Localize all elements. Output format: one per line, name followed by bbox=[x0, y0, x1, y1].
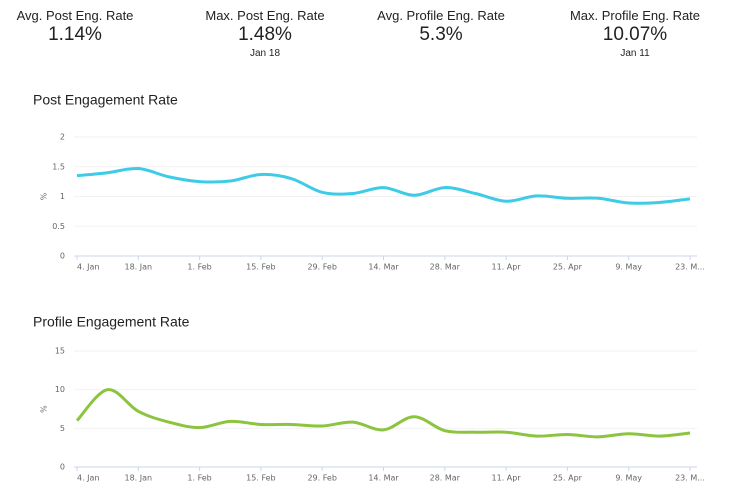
x-tick-label: 9. May bbox=[615, 263, 642, 272]
x-tick-label: 14. Mar bbox=[368, 474, 399, 483]
stat-date: Jan 18 bbox=[249, 48, 281, 59]
stat-card: Avg. Profile Eng. Rate 5.3% bbox=[356, 8, 526, 46]
x-tick-label: 4. Jan bbox=[77, 263, 100, 272]
data-line bbox=[76, 166, 691, 205]
stat-date: Jan 11 bbox=[620, 48, 650, 59]
stat-value: 10.07% bbox=[602, 24, 668, 45]
stat-label: Avg. Profile Eng. Rate bbox=[377, 8, 505, 23]
x-tick-label: 23. M... bbox=[675, 474, 705, 483]
y-tick-label: 1.5 bbox=[52, 162, 65, 171]
y-tick-label: 0.5 bbox=[52, 222, 65, 231]
y-axis-label: % bbox=[40, 405, 49, 413]
x-tick-label: 9. May bbox=[615, 474, 642, 483]
stat-value: 5.3% bbox=[419, 24, 463, 45]
x-tick-label: 14. Mar bbox=[368, 263, 399, 272]
stat-card: Max. Post Eng. Rate 1.48% Jan 18 bbox=[180, 8, 350, 59]
x-tick-label: 29. Feb bbox=[307, 263, 336, 272]
y-tick-label: 0 bbox=[60, 252, 65, 261]
x-tick-label: 29. Feb bbox=[307, 474, 336, 483]
x-tick-label: 28. Mar bbox=[430, 263, 461, 272]
chart-title: Profile Engagement Rate bbox=[33, 314, 190, 330]
x-tick-label: 1. Feb bbox=[187, 263, 211, 272]
stat-value: 1.14% bbox=[48, 24, 102, 45]
y-tick-label: 2 bbox=[60, 133, 65, 142]
x-tick-label: 4. Jan bbox=[77, 474, 100, 483]
x-tick-label: 11. Apr bbox=[492, 263, 522, 272]
y-tick-label: 1 bbox=[60, 192, 65, 201]
stat-card: Max. Profile Eng. Rate 10.07% Jan 11 bbox=[550, 8, 720, 59]
x-tick-label: 1. Feb bbox=[187, 474, 211, 483]
x-tick-label: 18. Jan bbox=[124, 263, 152, 272]
x-tick-label: 25. Apr bbox=[553, 263, 583, 272]
y-tick-label: 0 bbox=[60, 463, 65, 472]
x-tick-label: 23. M... bbox=[675, 263, 705, 272]
x-tick-label: 15. Feb bbox=[246, 263, 275, 272]
y-tick-label: 10 bbox=[55, 385, 65, 394]
x-tick-label: 25. Apr bbox=[553, 474, 583, 483]
stat-label: Max. Post Eng. Rate bbox=[205, 8, 325, 23]
stat-value: 1.48% bbox=[238, 24, 292, 45]
x-tick-label: 15. Feb bbox=[246, 474, 275, 483]
stat-label: Max. Profile Eng. Rate bbox=[569, 8, 701, 23]
data-line bbox=[75, 388, 691, 439]
stat-label: Avg. Post Eng. Rate bbox=[16, 8, 134, 23]
y-tick-label: 15 bbox=[55, 347, 65, 356]
chart-title: Post Engagement Rate bbox=[33, 92, 178, 108]
x-tick-label: 18. Jan bbox=[124, 474, 152, 483]
stat-card: Avg. Post Eng. Rate 1.14% bbox=[0, 8, 160, 46]
y-axis-label: % bbox=[40, 192, 49, 200]
x-tick-label: 28. Mar bbox=[430, 474, 461, 483]
y-tick-label: 5 bbox=[60, 424, 65, 433]
x-tick-label: 11. Apr bbox=[492, 474, 522, 483]
